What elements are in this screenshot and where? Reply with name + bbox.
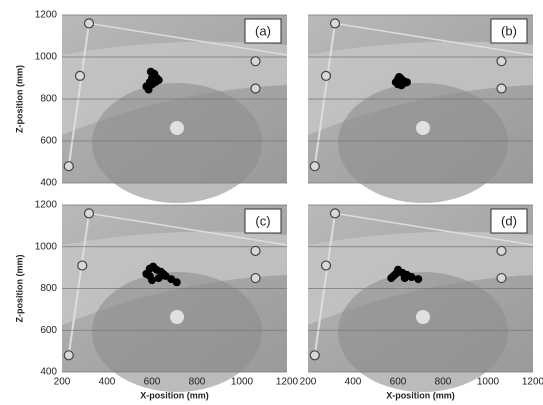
x-tick-label: 1200 <box>276 377 299 388</box>
marker <box>251 246 260 255</box>
x-tick-label: 800 <box>435 377 452 388</box>
blob-point <box>146 272 154 280</box>
x-tick-label: 1000 <box>231 377 254 388</box>
marker <box>497 84 506 93</box>
marker <box>251 84 260 93</box>
blob-point <box>155 76 163 84</box>
marker <box>251 274 260 283</box>
blob-point <box>395 73 403 81</box>
x-tick-label: 1200 <box>522 377 543 388</box>
marker <box>497 274 506 283</box>
x-tick-label: 800 <box>189 377 206 388</box>
y-tick-label: 600 <box>40 325 57 336</box>
x-tick-label: 400 <box>99 377 116 388</box>
blob-point <box>414 275 422 283</box>
blob-point <box>147 68 155 76</box>
blob-point <box>408 273 416 281</box>
y-tick-label: 1200 <box>35 200 58 211</box>
marker <box>497 57 506 66</box>
photo-wheel <box>338 83 508 203</box>
marker <box>64 351 73 360</box>
y-tick-label: 1200 <box>35 10 58 21</box>
photo-hub <box>416 310 430 324</box>
x-tick-label: 600 <box>144 377 161 388</box>
marker <box>251 57 260 66</box>
marker <box>78 261 87 270</box>
y-tick-label: 600 <box>40 136 57 147</box>
photo-wheel <box>338 272 508 392</box>
y-tick-label: 800 <box>40 94 57 105</box>
y-tick-label: 800 <box>40 283 57 294</box>
y-axis-label: Z-position (mm) <box>14 65 24 133</box>
x-axis-label: X-position (mm) <box>386 390 455 400</box>
blob-point <box>401 274 409 282</box>
marker <box>85 209 94 218</box>
panel-label: (a) <box>255 23 271 38</box>
x-axis-label: X-position (mm) <box>140 390 209 400</box>
panel-label: (b) <box>501 23 517 38</box>
marker <box>310 351 319 360</box>
panel-label: (c) <box>255 213 270 228</box>
y-axis-label: Z-position (mm) <box>14 255 24 323</box>
y-tick-label: 1000 <box>35 241 58 252</box>
figure: 400 600 800 1000 1200 Z-position (mm) (a) (b) 40… <box>0 0 543 405</box>
x-tick-label: 1000 <box>477 377 500 388</box>
photo-hub <box>170 121 184 135</box>
blob-point <box>159 270 167 278</box>
x-tick-label: 200 <box>54 377 71 388</box>
x-tick-label: 400 <box>345 377 362 388</box>
photo-hub <box>170 310 184 324</box>
photo-wheel <box>92 83 262 203</box>
page: {"chart_data": [ {"type": "scatter", "la… <box>0 0 543 405</box>
blob-point <box>390 272 398 280</box>
marker <box>85 19 94 28</box>
blob-point <box>173 278 181 286</box>
marker <box>497 246 506 255</box>
y-tick-label: 400 <box>40 178 57 189</box>
marker <box>64 162 73 171</box>
photo-hub <box>416 121 430 135</box>
marker <box>322 71 331 80</box>
y-tick-label: 1000 <box>35 52 58 63</box>
marker <box>310 162 319 171</box>
blob-point <box>403 78 411 86</box>
panel-label: (d) <box>501 213 517 228</box>
marker <box>76 71 85 80</box>
marker <box>331 19 340 28</box>
x-tick-label: 600 <box>390 377 407 388</box>
marker <box>331 209 340 218</box>
photo-wheel <box>92 272 262 392</box>
x-tick-label: 200 <box>300 377 317 388</box>
marker <box>322 261 331 270</box>
